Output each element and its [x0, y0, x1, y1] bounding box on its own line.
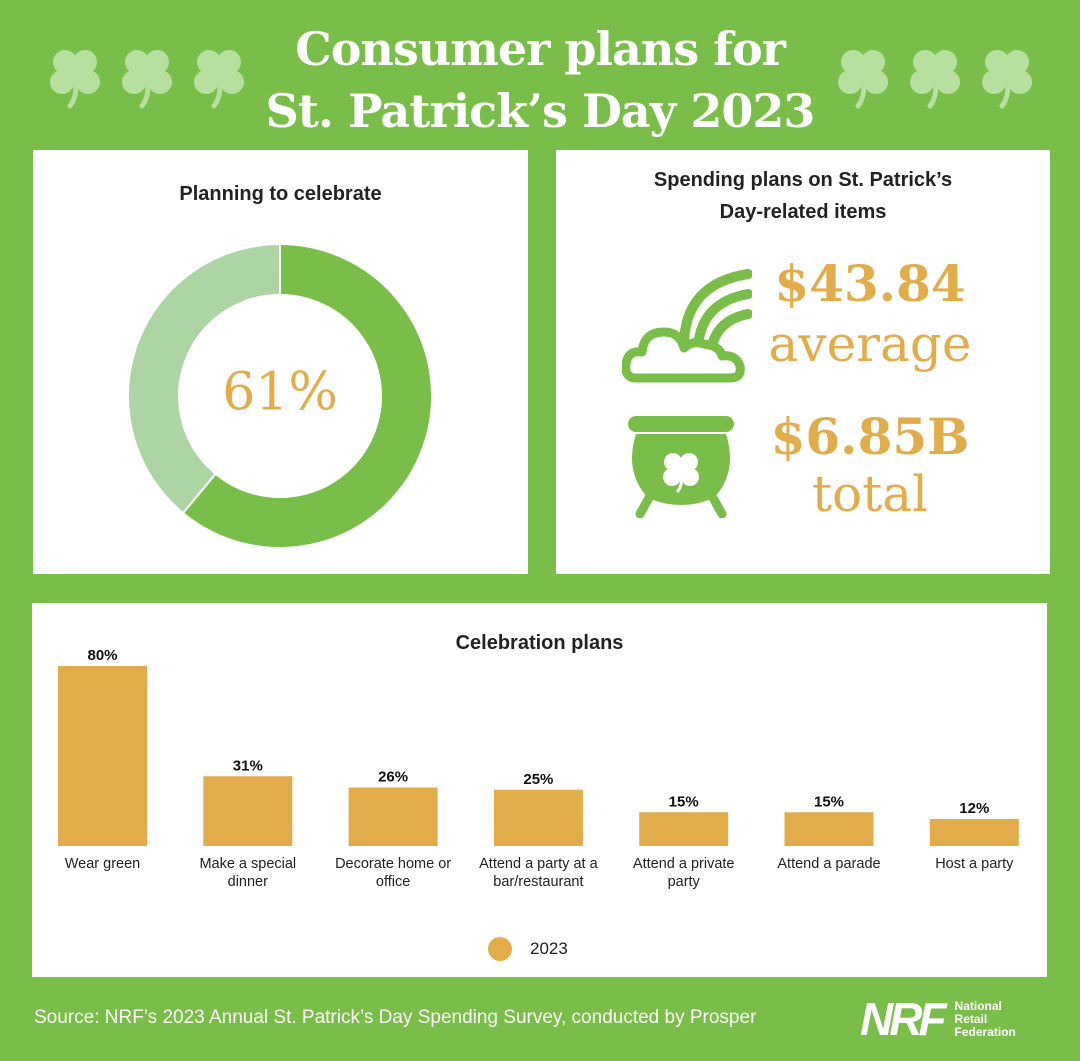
spending-title-line-2: Day-related items [719, 201, 887, 223]
nrf-logo: NRF National Retail Federation [860, 996, 1016, 1042]
bar-value-label: 12% [959, 800, 989, 817]
shamrock-icon [828, 40, 898, 110]
category-label: Wear green [65, 856, 141, 872]
bar [348, 787, 438, 846]
spending-card: Spending plans on St. Patrick’s Day-rela… [556, 150, 1050, 574]
nrf-logo-line-3: Federation [954, 1024, 1016, 1039]
rainbow-cloud-icon [622, 269, 752, 383]
shamrock-icon [972, 40, 1042, 110]
category-label: Decorate home or [335, 856, 451, 872]
bar-value-label: 15% [814, 793, 844, 810]
nrf-logo-mark: NRF [860, 993, 947, 1045]
bar [929, 819, 1019, 846]
category-label: Attend a party at a [479, 856, 598, 872]
category-label: Attend a parade [777, 856, 880, 872]
category-label: party [668, 874, 701, 890]
donut-card: Planning to celebrate 61% [33, 150, 528, 574]
donut-slice-celebrating [181, 242, 433, 549]
chart-legend: 2023 [488, 937, 568, 961]
average-label: average [768, 315, 972, 373]
category-label: office [376, 874, 410, 890]
shamrock-group-left [40, 40, 256, 115]
shamrock-icon [40, 40, 110, 110]
legend-label: 2023 [530, 939, 568, 958]
page-title: Consumer plans for St. Patrick’s Day 202… [0, 18, 1080, 142]
bar-value-label: 80% [87, 647, 117, 664]
category-label: Host a party [935, 856, 1014, 872]
bar [784, 812, 874, 846]
category-label: Attend a private [633, 856, 735, 872]
donut-center-label: 61% [222, 363, 338, 423]
donut-chart: 61% [127, 242, 433, 549]
nrf-logo-text: National Retail Federation [954, 998, 1016, 1039]
spending-title: Spending plans on St. Patrick’s Day-rela… [556, 164, 1050, 228]
total-label: total [811, 465, 929, 523]
total-value: $6.85B [770, 407, 970, 466]
nrf-logo-line-1: National [954, 998, 1002, 1013]
category-label: bar/restaurant [493, 874, 583, 890]
shamrock-icon [184, 40, 254, 110]
category-label: dinner [228, 874, 268, 890]
donut-title: Planning to celebrate [179, 183, 382, 205]
pot-of-gold-icon [628, 416, 734, 518]
nrf-logo-line-2: Retail [954, 1011, 988, 1026]
bar [493, 789, 583, 846]
donut-slice-not-celebrating [127, 242, 281, 515]
celebration-title: Celebration plans [455, 632, 624, 654]
bar [58, 666, 147, 846]
legend-swatch [488, 937, 512, 961]
bar-value-label: 26% [378, 769, 408, 786]
category-label: Make a special [199, 856, 296, 872]
celebration-bar-chart: 80% Wear green 31% Make a special dinner 26% D… [58, 647, 1019, 890]
bar [203, 776, 293, 846]
bar-value-label: 15% [669, 793, 699, 810]
shamrock-icon [900, 40, 970, 110]
shamrock-group-right [828, 40, 1044, 115]
source-note: Source: NRF’s 2023 Annual St. Patrick’s … [34, 1007, 757, 1028]
bar [639, 812, 729, 846]
shamrock-icon [112, 40, 182, 110]
average-value: $43.84 [774, 254, 966, 313]
spending-title-line-1: Spending plans on St. Patrick’s [653, 169, 953, 191]
title-line-2: St. Patrick’s Day 2023 [265, 84, 816, 138]
title-line-1: Consumer plans for [295, 22, 786, 76]
celebration-card: Celebration plans 80% Wear green 31% Make a… [32, 603, 1047, 977]
bar-value-label: 25% [523, 771, 553, 788]
bar-value-label: 31% [233, 757, 263, 774]
